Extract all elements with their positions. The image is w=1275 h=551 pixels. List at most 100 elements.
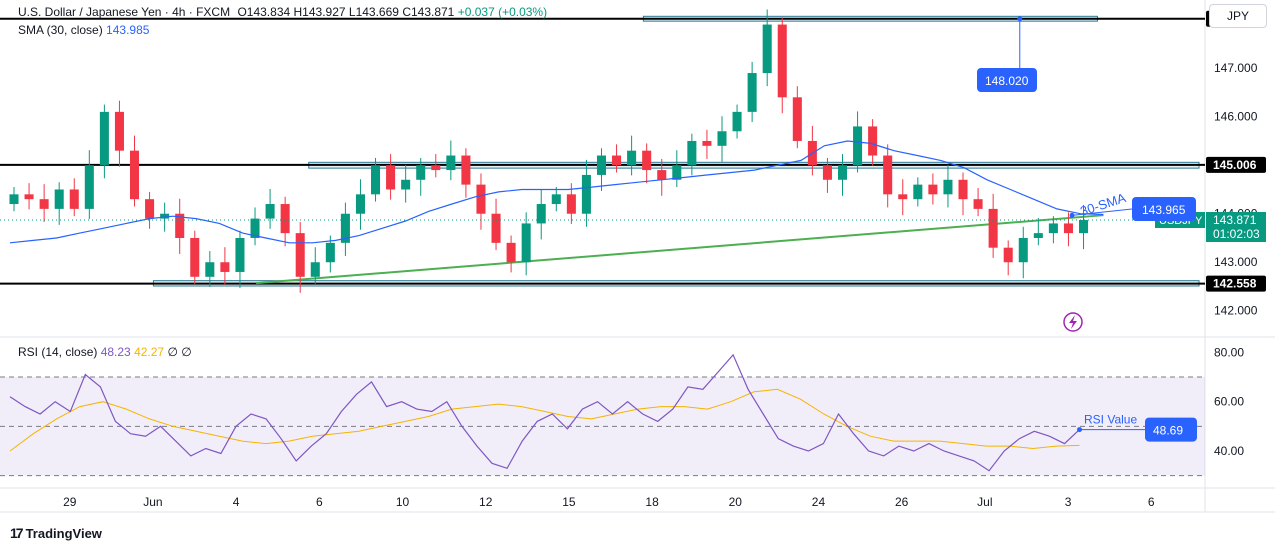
candle-body[interactable] — [943, 179, 953, 195]
rsi-tick-label: 80.00 — [1214, 345, 1244, 359]
candle-body[interactable] — [883, 155, 893, 195]
rsi-callout-bg[interactable] — [1145, 417, 1197, 442]
candle-body[interactable] — [1048, 223, 1058, 234]
candle-body[interactable] — [506, 242, 516, 263]
candle-body[interactable] — [913, 184, 923, 200]
candle-body[interactable] — [596, 155, 607, 175]
candle-body[interactable] — [702, 140, 712, 146]
candle-body[interactable] — [129, 150, 140, 200]
sma-30-line[interactable] — [9, 140, 1104, 244]
rsi-ma-line[interactable] — [9, 388, 1080, 452]
candle-body[interactable] — [386, 165, 396, 190]
candle-body[interactable] — [340, 213, 350, 243]
candle-body[interactable] — [551, 194, 561, 205]
candle-body[interactable] — [898, 194, 908, 200]
symbol-header: U.S. Dollar / Japanese Yen · 4h · FXCM O… — [18, 5, 547, 19]
candle-body[interactable] — [280, 204, 290, 234]
candle-body[interactable] — [762, 24, 772, 74]
rsi-text-label: RSI Value — [1084, 413, 1137, 427]
candle-body[interactable] — [84, 165, 94, 209]
candle-body[interactable] — [250, 218, 260, 238]
rsi-line[interactable] — [9, 353, 1080, 472]
candle-body[interactable] — [491, 213, 501, 243]
candle-body[interactable] — [54, 189, 64, 209]
time-tick-label: Jul — [977, 495, 992, 509]
candle-body[interactable] — [958, 179, 968, 200]
candle-body[interactable] — [310, 262, 320, 277]
candle-body[interactable] — [476, 184, 486, 214]
lightning-icon[interactable] — [1063, 312, 1083, 332]
candle-body[interactable] — [99, 111, 109, 166]
candle-body[interactable] — [1003, 247, 1013, 263]
candle-body[interactable] — [431, 165, 441, 171]
candle-body[interactable] — [732, 111, 742, 132]
candle-body[interactable] — [69, 189, 79, 209]
candle-body[interactable] — [1018, 237, 1028, 263]
resistance-badge: 145.006 — [1213, 158, 1257, 172]
candle-body[interactable] — [988, 208, 998, 248]
candle-body[interactable] — [853, 126, 863, 166]
rsi-value: 48.23 — [100, 345, 131, 359]
candle-body[interactable] — [145, 199, 155, 219]
top-callout-label: 148.020 — [985, 74, 1029, 88]
candle-body[interactable] — [220, 262, 230, 272]
candle-body[interactable] — [190, 237, 200, 277]
candle-body[interactable] — [461, 155, 471, 185]
candle-body[interactable] — [160, 213, 170, 219]
candle-body[interactable] — [371, 165, 381, 195]
candle-body[interactable] — [521, 223, 531, 263]
candle-body[interactable] — [175, 213, 185, 238]
sma-callout-bg[interactable] — [1132, 197, 1196, 221]
trendline[interactable] — [256, 214, 1104, 285]
rsi-callout-label: 48.69 — [1153, 424, 1183, 438]
candle-body[interactable] — [1033, 233, 1043, 238]
candle-body[interactable] — [717, 131, 727, 146]
candle-body[interactable] — [672, 165, 682, 180]
candle-body[interactable] — [205, 262, 215, 277]
symbol-title[interactable]: U.S. Dollar / Japanese Yen · 4h · FXCM — [18, 5, 231, 19]
sma-value: 143.985 — [106, 23, 150, 37]
candle-body[interactable] — [837, 165, 848, 180]
candle-body[interactable] — [416, 165, 426, 180]
low-value: L143.669 — [348, 5, 399, 19]
candle-body[interactable] — [536, 204, 546, 224]
candle-body[interactable] — [792, 97, 802, 141]
candle-body[interactable] — [973, 199, 983, 209]
candle-body[interactable] — [822, 165, 832, 180]
candle-body[interactable] — [868, 126, 878, 156]
candle-body[interactable] — [581, 174, 591, 214]
tradingview-logo[interactable]: 17 TradingView — [10, 525, 102, 541]
candle-body[interactable] — [355, 194, 365, 214]
candle-body[interactable] — [446, 155, 456, 171]
candle-body[interactable] — [612, 155, 622, 166]
support-badge: 142.558 — [1213, 277, 1257, 291]
candle-body[interactable] — [642, 150, 652, 171]
currency-button[interactable]: JPY — [1209, 4, 1267, 28]
candle-body[interactable] — [777, 24, 787, 98]
candle-body[interactable] — [401, 179, 411, 190]
candle-body[interactable] — [295, 233, 305, 277]
candle-body[interactable] — [657, 170, 667, 180]
candle-body[interactable] — [566, 194, 576, 214]
candle-body[interactable] — [39, 199, 49, 209]
candle-body[interactable] — [24, 194, 34, 200]
candle-body[interactable] — [747, 73, 757, 112]
rsi-tick-label: 40.00 — [1214, 444, 1244, 458]
top-callout-bg[interactable] — [977, 68, 1037, 92]
candle-body[interactable] — [1063, 223, 1073, 234]
rsi-legend[interactable]: RSI (14, close) 48.23 42.27 ∅ ∅ — [18, 345, 192, 359]
candle-body[interactable] — [1079, 220, 1089, 234]
candle-body[interactable] — [627, 150, 637, 166]
high-value: H143.927 — [293, 5, 346, 19]
sma-legend[interactable]: SMA (30, close) 143.985 — [18, 23, 149, 37]
candle-body[interactable] — [114, 111, 124, 151]
candle-body[interactable] — [325, 242, 335, 263]
candle-body[interactable] — [687, 140, 697, 166]
candle-body[interactable] — [9, 194, 19, 205]
candle-body[interactable] — [235, 237, 245, 272]
candle-body[interactable] — [928, 184, 938, 195]
change-value: +0.037 (+0.03%) — [457, 5, 548, 19]
candle-body[interactable] — [265, 204, 275, 219]
lightning-icon-glyph — [1069, 315, 1077, 329]
